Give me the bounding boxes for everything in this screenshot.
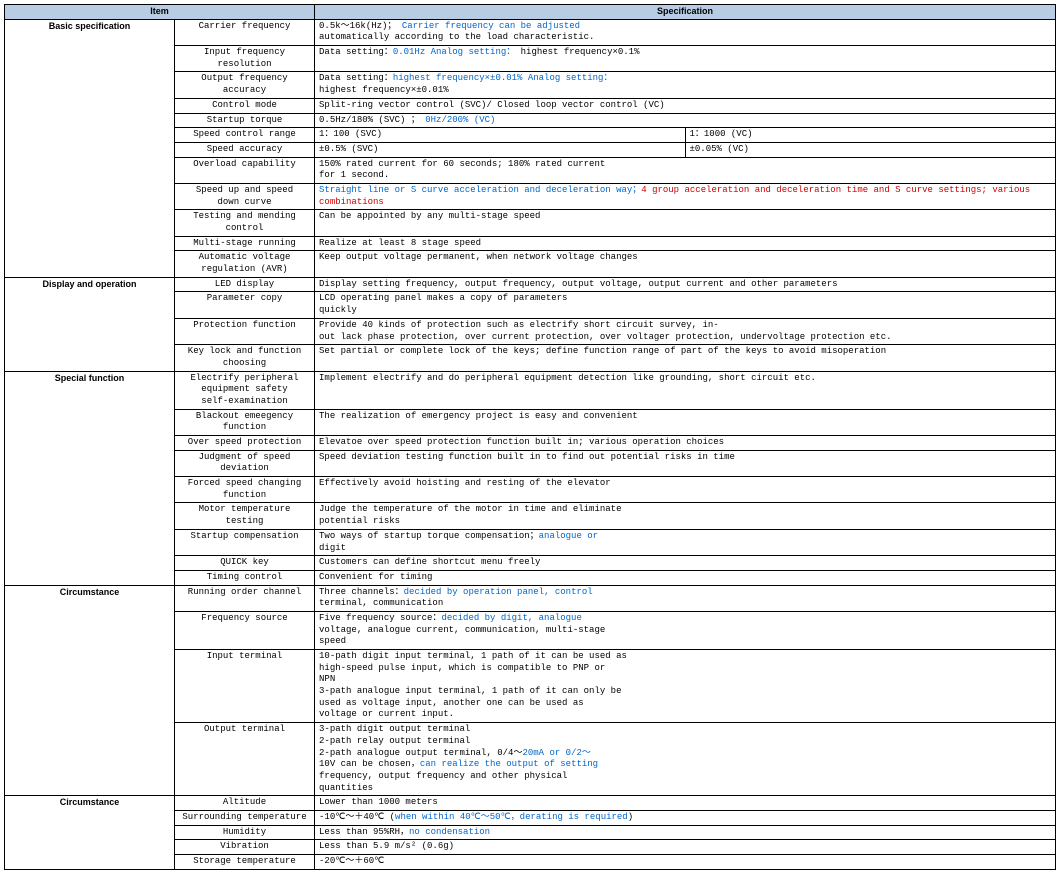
spec-cell: Customers can define shortcut menu freel… (315, 556, 1056, 571)
spec-cell: ±0.5% (SVC) (315, 142, 685, 157)
spec-cell: Lower than 1000 meters (315, 796, 1056, 811)
spec-cell: 10-path digit input terminal, 1 path of … (315, 650, 1056, 723)
item-cell: Output terminal (175, 723, 315, 796)
header-item: Item (5, 5, 315, 20)
spec-cell: ±0.05% (VC) (685, 142, 1056, 157)
spec-cell: Two ways of startup torque compensation；… (315, 529, 1056, 555)
item-cell: Carrier frequency (175, 19, 315, 45)
item-cell: Output frequencyaccuracy (175, 72, 315, 98)
item-cell: Testing and mendingcontrol (175, 210, 315, 236)
item-cell: Key lock and functionchoosing (175, 345, 315, 371)
table-row: Display and operationLED displayDisplay … (5, 277, 1056, 292)
spec-cell: Data setting：0.01Hz Analog setting： high… (315, 46, 1056, 72)
spec-cell: Five frequency source：decided by digit, … (315, 611, 1056, 649)
spec-cell: Judge the temperature of the motor in ti… (315, 503, 1056, 529)
spec-cell: Split-ring vector control (SVC)/ Closed … (315, 98, 1056, 113)
item-cell: Timing control (175, 570, 315, 585)
item-cell: Multi-stage running (175, 236, 315, 251)
spec-cell: 3-path digit output terminal2-path relay… (315, 723, 1056, 796)
spec-cell: Effectively avoid hoisting and resting o… (315, 477, 1056, 503)
item-cell: LED display (175, 277, 315, 292)
item-cell: QUICK key (175, 556, 315, 571)
spec-cell: Speed deviation testing function built i… (315, 450, 1056, 476)
category-cell: Circumstance (5, 585, 175, 796)
spec-table: Item Specification Basic specificationCa… (4, 4, 1056, 870)
item-cell: Speed control range (175, 128, 315, 143)
item-cell: Frequency source (175, 611, 315, 649)
header-spec: Specification (315, 5, 1056, 20)
item-cell: Protection function (175, 318, 315, 344)
spec-cell: Provide 40 kinds of protection such as e… (315, 318, 1056, 344)
spec-cell: Convenient for timing (315, 570, 1056, 585)
category-cell: Basic specification (5, 19, 175, 277)
item-cell: Input terminal (175, 650, 315, 723)
table-row: CircumstanceRunning order channelThree c… (5, 585, 1056, 611)
item-cell: Speed accuracy (175, 142, 315, 157)
table-row: CircumstanceAltitudeLower than 1000 mete… (5, 796, 1056, 811)
item-cell: Motor temperature testing (175, 503, 315, 529)
spec-cell: Implement electrify and do peripheral eq… (315, 371, 1056, 409)
spec-cell: Display setting frequency, output freque… (315, 277, 1056, 292)
item-cell: Blackout emeegencyfunction (175, 409, 315, 435)
spec-cell: Three channels：decided by operation pane… (315, 585, 1056, 611)
spec-cell: Realize at least 8 stage speed (315, 236, 1056, 251)
item-cell: Input frequency resolution (175, 46, 315, 72)
item-cell: Running order channel (175, 585, 315, 611)
spec-cell: Set partial or complete lock of the keys… (315, 345, 1056, 371)
spec-cell: 1：1000 (VC) (685, 128, 1056, 143)
item-cell: Altitude (175, 796, 315, 811)
item-cell: Forced speed changing function (175, 477, 315, 503)
header-row: Item Specification (5, 5, 1056, 20)
category-cell: Display and operation (5, 277, 175, 371)
spec-cell: Elevatoe over speed protection function … (315, 436, 1056, 451)
spec-cell: Keep output voltage permanent, when netw… (315, 251, 1056, 277)
spec-cell: 150% rated current for 60 seconds; 180% … (315, 157, 1056, 183)
spec-cell: -20℃～＋60℃ (315, 855, 1056, 870)
table-row: Basic specificationCarrier frequency0.5k… (5, 19, 1056, 45)
item-cell: Speed up and speeddown curve (175, 183, 315, 209)
item-cell: Parameter copy (175, 292, 315, 318)
item-cell: Automatic voltageregulation (AVR) (175, 251, 315, 277)
item-cell: Vibration (175, 840, 315, 855)
spec-cell: Less than 95%RH，no condensation (315, 825, 1056, 840)
spec-cell: Data setting：highest frequency×±0.01% An… (315, 72, 1056, 98)
spec-cell: Less than 5.9 m/s² (0.6g) (315, 840, 1056, 855)
spec-cell: 0.5k～16k(Hz)； Carrier frequency can be a… (315, 19, 1056, 45)
item-cell: Storage temperature (175, 855, 315, 870)
item-cell: Startup compensation (175, 529, 315, 555)
item-cell: Electrify peripheralequipment safetyself… (175, 371, 315, 409)
category-cell: Circumstance (5, 796, 175, 869)
spec-cell: Straight line or S curve acceleration an… (315, 183, 1056, 209)
item-cell: Control mode (175, 98, 315, 113)
category-cell: Special function (5, 371, 175, 585)
item-cell: Surrounding temperature (175, 810, 315, 825)
item-cell: Humidity (175, 825, 315, 840)
spec-cell: The realization of emergency project is … (315, 409, 1056, 435)
item-cell: Judgment of speeddeviation (175, 450, 315, 476)
spec-cell: LCD operating panel makes a copy of para… (315, 292, 1056, 318)
spec-cell: -10℃～＋40℃ (when within 40℃～50℃，derating … (315, 810, 1056, 825)
spec-cell: 0.5Hz/180% (SVC) ； 0Hz/200% (VC) (315, 113, 1056, 128)
item-cell: Overload capability (175, 157, 315, 183)
spec-cell: 1：100 (SVC) (315, 128, 685, 143)
table-row: Special functionElectrify peripheralequi… (5, 371, 1056, 409)
item-cell: Over speed protection (175, 436, 315, 451)
item-cell: Startup torque (175, 113, 315, 128)
spec-cell: Can be appointed by any multi-stage spee… (315, 210, 1056, 236)
